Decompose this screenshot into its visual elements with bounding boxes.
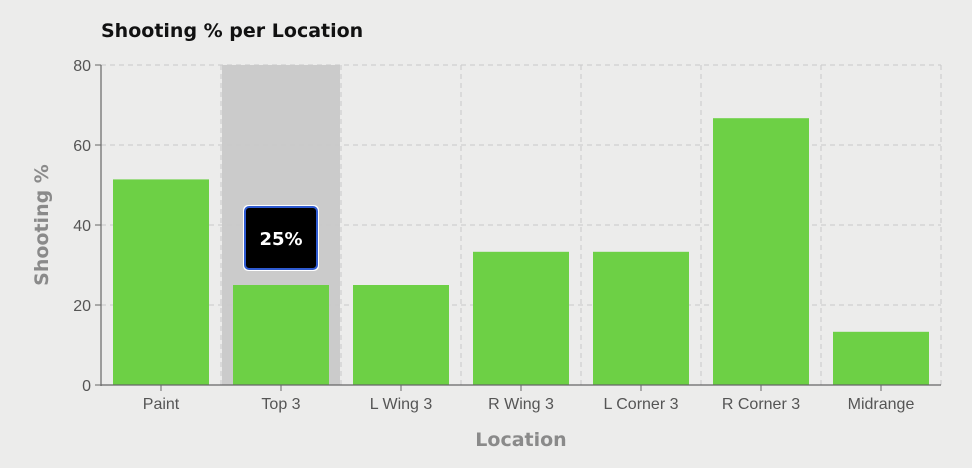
x-tick-label: L Wing 3 xyxy=(370,396,433,413)
x-tick-label: Top 3 xyxy=(261,396,300,413)
bar-l-wing-3[interactable] xyxy=(353,285,449,385)
x-tick-label: Paint xyxy=(143,396,180,413)
bar-midrange[interactable] xyxy=(833,331,929,385)
x-tick-label: R Wing 3 xyxy=(488,396,554,413)
y-tick-label: 0 xyxy=(82,378,91,395)
bar-r-corner-3[interactable] xyxy=(713,118,809,385)
x-tick-label: Midrange xyxy=(848,396,915,413)
y-axis-title: Shooting % xyxy=(31,164,53,286)
x-axis-title: Location xyxy=(475,429,566,451)
x-tick-label: R Corner 3 xyxy=(722,396,800,413)
bar-top-3[interactable] xyxy=(233,285,329,385)
y-tick-label: 60 xyxy=(73,138,91,155)
y-tick-label: 80 xyxy=(73,58,91,75)
bar-paint[interactable] xyxy=(113,179,209,385)
chart-title: Shooting % per Location xyxy=(101,20,364,42)
y-tick-label: 20 xyxy=(73,298,91,315)
bar-l-corner-3[interactable] xyxy=(593,251,689,385)
x-tick-label: L Corner 3 xyxy=(604,396,679,413)
bar-r-wing-3[interactable] xyxy=(473,251,569,385)
y-tick-label: 40 xyxy=(73,218,91,235)
tooltip-box xyxy=(244,206,318,270)
tooltip-label: 25% xyxy=(259,229,302,250)
